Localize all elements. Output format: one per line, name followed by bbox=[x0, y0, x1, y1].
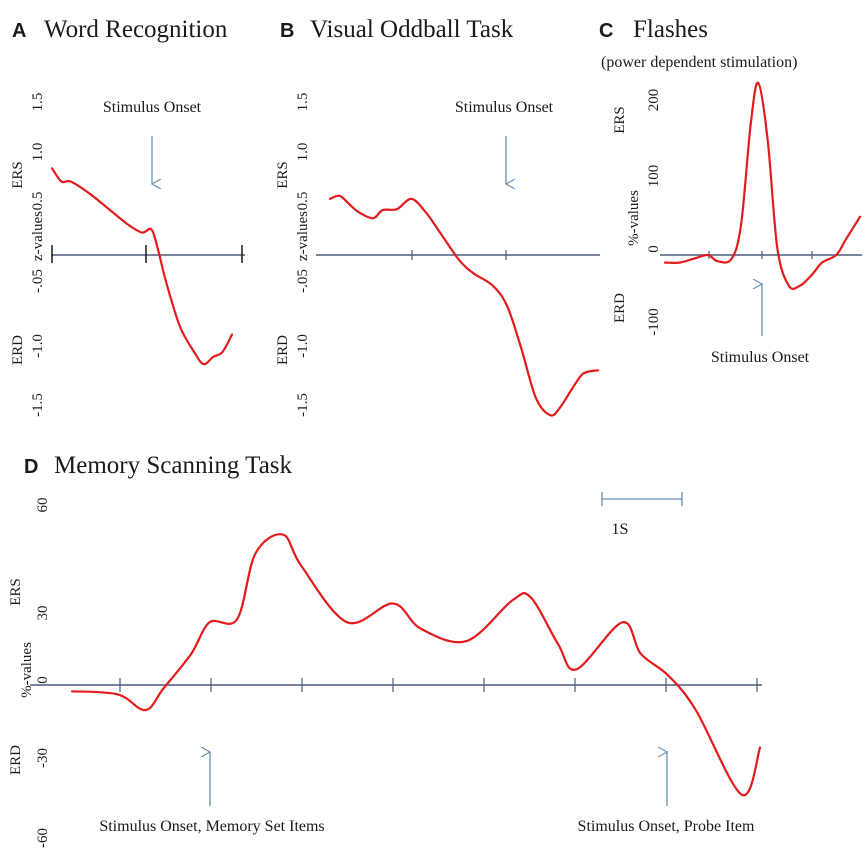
panel-a-ytick-label: -1.5 bbox=[30, 393, 46, 417]
panel-a-ylabel: z-values bbox=[30, 211, 46, 261]
panel-d-ytick-label: 0 bbox=[35, 676, 51, 684]
panel-a-ytick-label: 1.0 bbox=[30, 143, 46, 162]
panel-c-ytick-label: 200 bbox=[646, 89, 662, 112]
panel-d-erd-label: ERD bbox=[8, 745, 24, 775]
panel-c-curve bbox=[663, 81, 862, 291]
panel-b-ylabel: z-values bbox=[295, 211, 311, 261]
panel-c: C Flashes (power dependent stimulation) … bbox=[599, 16, 862, 366]
panel-c-erd-label: ERD bbox=[612, 293, 628, 323]
panel-b-ytick-label: -.05 bbox=[295, 269, 311, 293]
panel-c-ytick-label: 0 bbox=[646, 245, 662, 253]
panel-b-curve bbox=[328, 194, 600, 417]
panel-b-ytick-label: -1.5 bbox=[295, 393, 311, 417]
panel-d-ytick-label: 60 bbox=[35, 498, 51, 513]
panel-c-title: Flashes bbox=[633, 16, 708, 43]
panel-b-ytick-label: 1.5 bbox=[295, 93, 311, 112]
panel-a-ers-label: ERS bbox=[10, 161, 26, 189]
panel-a-letter: A bbox=[12, 20, 26, 42]
panel-a-title: Word Recognition bbox=[44, 16, 228, 43]
panel-a-ytick-label: 1.5 bbox=[30, 93, 46, 112]
panel-a-onset-label: Stimulus Onset bbox=[103, 99, 202, 116]
panel-b-ytick-label: -1.0 bbox=[295, 334, 311, 358]
panel-d: D Memory Scanning Task 60 30 0 -30 -60 %… bbox=[8, 452, 762, 848]
panel-a-curve bbox=[50, 167, 234, 366]
panel-a-ytick-label: -1.0 bbox=[30, 334, 46, 358]
panel-d-ytick-label: -30 bbox=[35, 748, 51, 768]
panel-d-ers-label: ERS bbox=[8, 578, 24, 606]
scale-bar-label: 1S bbox=[612, 521, 629, 538]
panel-b-letter: B bbox=[280, 20, 294, 42]
panel-c-ylabel: %-values bbox=[626, 190, 642, 246]
panel-d-probe-onset-label: Stimulus Onset, Probe Item bbox=[578, 818, 755, 835]
panel-d-ytick-label: -60 bbox=[35, 828, 51, 848]
panel-c-ers-label: ERS bbox=[612, 106, 628, 134]
panel-d-letter: D bbox=[24, 456, 38, 478]
panel-b-erd-label: ERD bbox=[275, 335, 291, 365]
panel-a-ytick-label: 0.5 bbox=[30, 192, 46, 211]
panel-c-ytick-label: -100 bbox=[646, 308, 662, 336]
panel-b: B Visual Oddball Task 1.5 1.0 0.5 -.05 -… bbox=[275, 16, 600, 417]
panel-c-subtitle: (power dependent stimulation) bbox=[601, 54, 797, 71]
panel-c-onset-label: Stimulus Onset bbox=[711, 349, 810, 366]
panel-d-ytick-label: 30 bbox=[35, 606, 51, 621]
panel-b-onset-label: Stimulus Onset bbox=[455, 99, 554, 116]
panel-d-ylabel: %-values bbox=[19, 642, 35, 698]
panel-d-curve bbox=[70, 533, 762, 797]
scale-bar: 1S bbox=[601, 492, 683, 538]
panel-b-ytick-label: 0.5 bbox=[295, 192, 311, 211]
panel-b-ers-label: ERS bbox=[275, 161, 291, 189]
panel-d-memory-onset-label: Stimulus Onset, Memory Set Items bbox=[99, 818, 324, 835]
panel-c-letter: C bbox=[599, 20, 613, 42]
panel-a: A Word Recognition 1.5 1.0 0.5 -.05 -1.0… bbox=[10, 16, 245, 417]
panel-b-ytick-label: 1.0 bbox=[295, 143, 311, 162]
panel-c-ytick-label: 100 bbox=[646, 165, 662, 188]
panel-b-title: Visual Oddball Task bbox=[310, 16, 514, 43]
panel-a-ytick-label: -.05 bbox=[30, 269, 46, 293]
panel-d-title: Memory Scanning Task bbox=[54, 452, 293, 479]
panel-a-erd-label: ERD bbox=[10, 335, 26, 365]
